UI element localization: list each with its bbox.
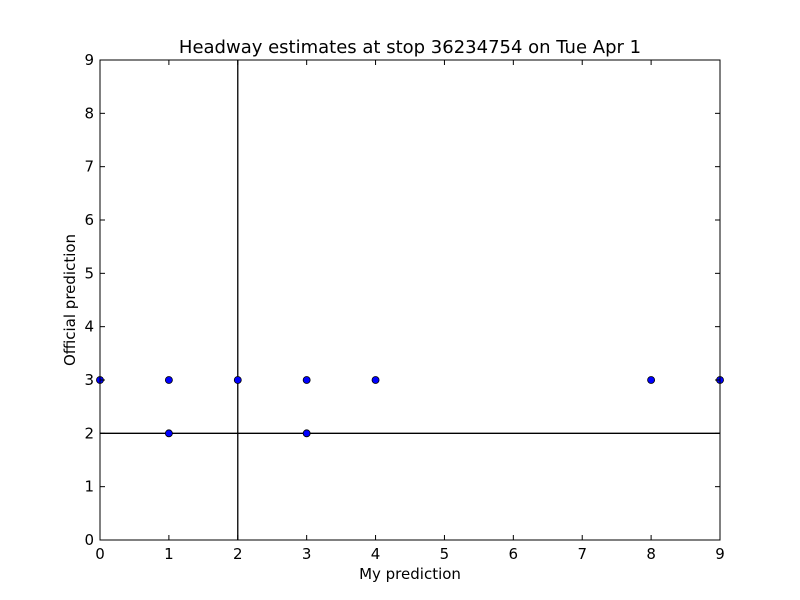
y-axis-label: Official prediction [61,234,79,366]
y-tick-label: 6 [84,211,94,229]
data-point [647,376,656,384]
y-tick-label: 1 [84,478,94,496]
plot-frame [99,59,721,541]
x-tick-label: 4 [371,545,381,563]
data-point [164,376,173,384]
y-tick-label: 4 [84,318,94,336]
data-point [233,376,242,384]
y-tick-label: 3 [84,371,94,389]
plot-background [100,60,720,540]
y-tick-label: 5 [84,264,94,282]
y-tick-label: 9 [84,51,94,69]
x-tick-label: 1 [164,545,174,563]
y-tick-label: 8 [84,104,94,122]
y-axis-ticks: 0 1 2 3 4 5 6 7 8 9 [84,51,720,549]
data-point [164,429,173,438]
y-tick-label: 7 [84,158,94,176]
x-tick-label: 7 [577,545,587,563]
data-point [302,376,311,384]
x-tick-label: 9 [715,545,725,563]
x-tick-label: 0 [95,545,105,563]
y-tick-label: 0 [84,531,94,549]
x-axis-label: My prediction [359,565,461,583]
x-tick-label: 3 [302,545,312,563]
data-point [302,429,311,438]
y-tick-label: 2 [84,424,94,442]
chart-title: Headway estimates at stop 36234754 on Tu… [179,37,641,58]
x-tick-label: 6 [509,545,519,563]
x-tick-label: 2 [233,545,243,563]
data-point [371,376,380,384]
plot-area [100,60,720,540]
x-tick-label: 5 [440,545,450,563]
x-tick-label: 8 [646,545,656,563]
reference-lines [100,60,720,540]
x-axis-ticks: 0 1 2 3 4 5 6 7 8 9 [95,60,725,563]
